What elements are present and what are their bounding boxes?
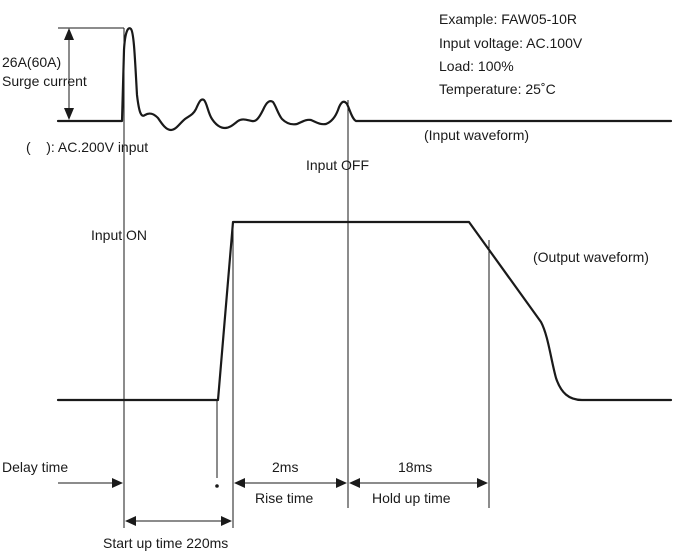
example-load-label: Load: 100% [439, 58, 514, 74]
delay-time-arrow-head [112, 478, 123, 488]
input-waveform-label: (Input waveform) [424, 127, 529, 143]
surge-value-label: 26A(60A) [2, 54, 61, 70]
surge-arrow-bottom-head [64, 108, 74, 120]
output-waveform [56, 220, 673, 402]
surge-note-label: ( ): AC.200V input [26, 139, 148, 155]
example-voltage-label: Input voltage: AC.100V [439, 35, 583, 51]
rise-time-label: Rise time [255, 490, 314, 506]
delay-time-label: Delay time [2, 459, 68, 475]
startup-time-left-head [125, 516, 136, 526]
rise-time-right-head [336, 478, 347, 488]
rise-start-dot [215, 484, 219, 488]
hold-time-value-label: 18ms [398, 459, 432, 475]
input-off-label: Input OFF [306, 157, 369, 173]
example-temperature-label: Temperature: 25˚C [439, 81, 556, 97]
startup-time-label: Start up time 220ms [103, 535, 228, 551]
example-model-label: Example: FAW05-10R [439, 11, 577, 27]
input-on-label: Input ON [91, 227, 147, 243]
output-waveform-label: (Output waveform) [533, 249, 649, 265]
hold-time-right-head [477, 478, 488, 488]
hold-time-label: Hold up time [372, 490, 451, 506]
hold-time-left-head [349, 478, 360, 488]
surge-current-label: Surge current [2, 73, 87, 89]
rise-time-left-head [234, 478, 245, 488]
rise-time-value-label: 2ms [272, 459, 298, 475]
startup-time-right-head [221, 516, 232, 526]
input-waveform [56, 27, 673, 132]
surge-arrow-top-head [64, 28, 74, 40]
